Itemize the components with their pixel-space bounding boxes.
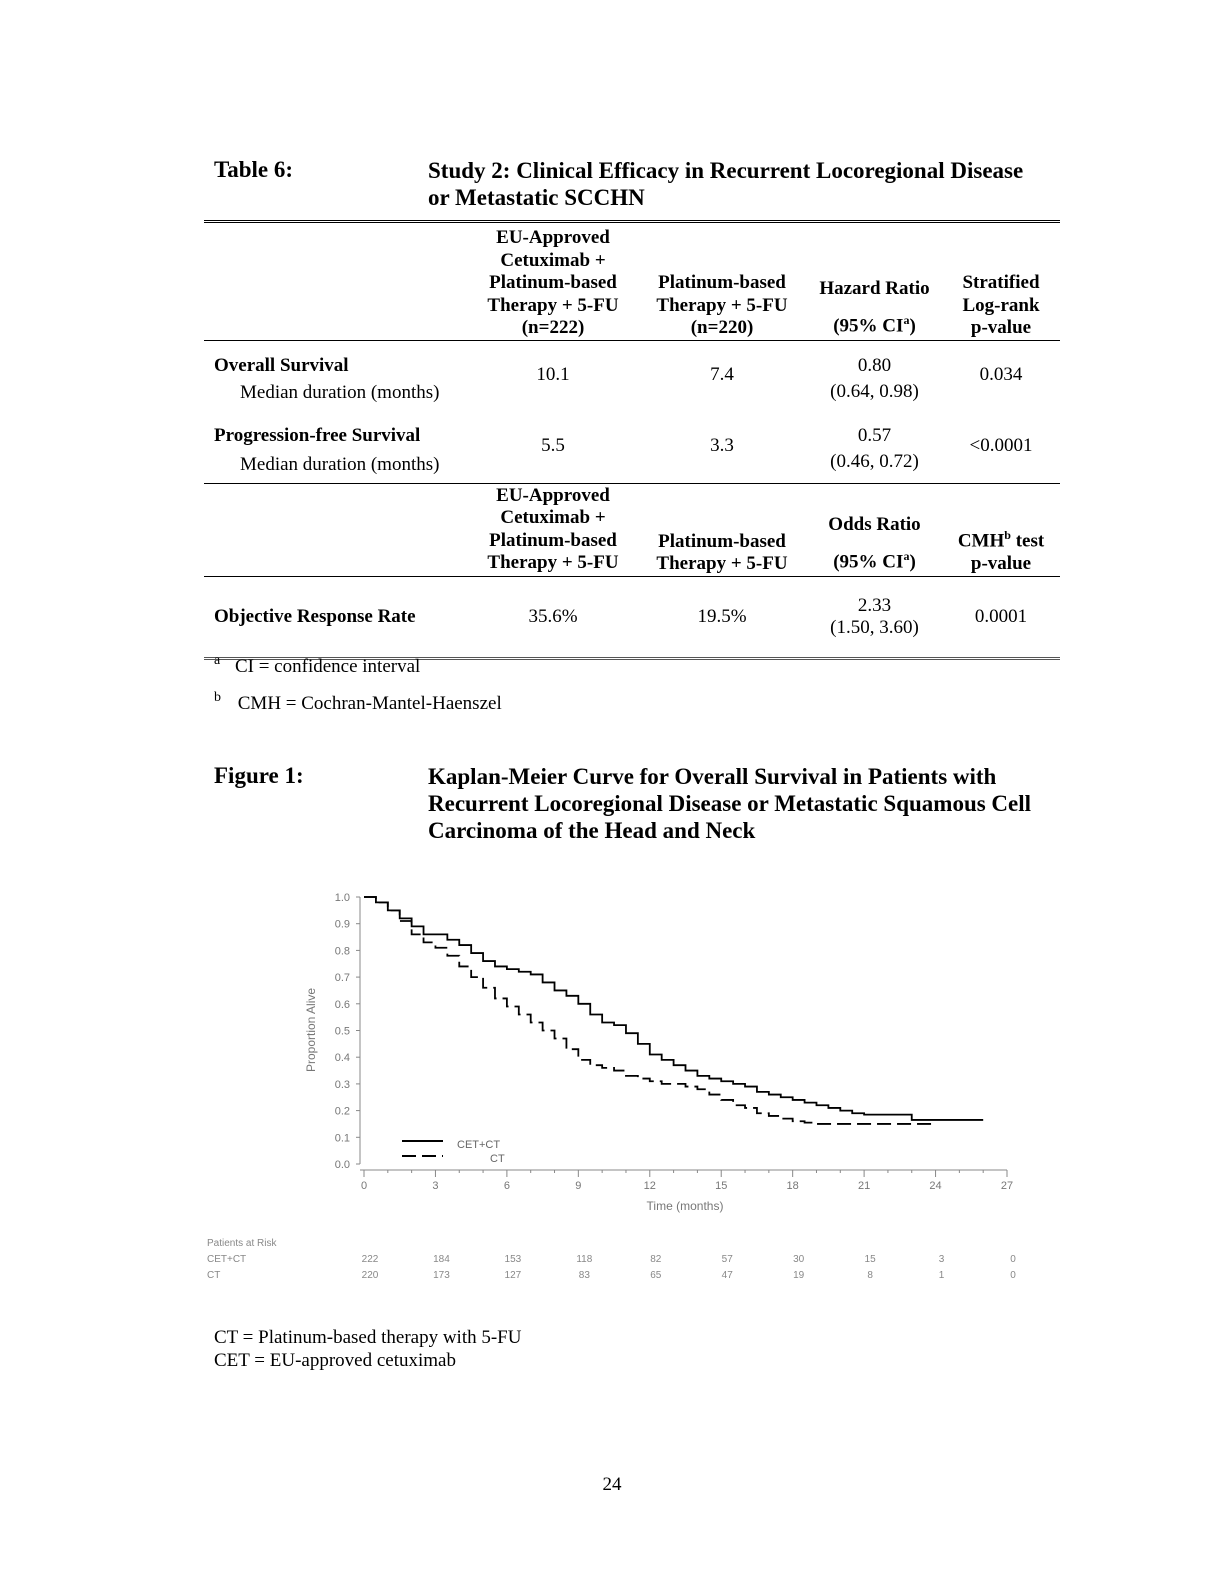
x-tick-label: 15 (715, 1180, 727, 1192)
figure-title: Kaplan-Meier Curve for Overall Survival … (428, 764, 1032, 843)
y-tick-label: 0.3 (335, 1079, 350, 1091)
table-row: Objective Response Rate 35.6% 19.5% 2.33… (204, 576, 1060, 658)
header-cmh: CMHb test p-value (957, 528, 1045, 574)
header-cetuximab: EU-Approved Cetuximab + Platinum-based T… (487, 227, 619, 338)
abbreviation-note: CT = Platinum-based therapy with 5-FU (214, 1327, 522, 1348)
figure-label: Figure 1: (214, 763, 304, 788)
y-tick-label: 1.0 (335, 892, 350, 904)
table-row: Median duration (months) (0.64, 0.98) (240, 380, 919, 403)
x-tick-label: 9 (575, 1180, 581, 1192)
at-risk-title: Patients at Risk (207, 1238, 277, 1249)
legend-label-ct: CT (490, 1153, 505, 1165)
at-risk-value: 83 (579, 1270, 591, 1281)
header-platinum: Platinum-based Therapy + 5-FU (656, 530, 788, 575)
at-risk-value: 127 (505, 1270, 522, 1281)
x-axis-title: Time (months) (647, 1199, 724, 1213)
table-title-line: Study 2: Clinical Efficacy in Recurrent … (428, 158, 1024, 183)
at-risk-value: 65 (650, 1270, 662, 1281)
at-risk-value: 118 (576, 1254, 592, 1265)
at-risk-row-label: CET+CT (207, 1254, 246, 1265)
y-tick-label: 0.4 (335, 1052, 350, 1064)
y-tick-label: 0.6 (335, 999, 350, 1011)
page-number: 24 (602, 1474, 622, 1495)
y-tick-label: 0.9 (335, 919, 350, 931)
table-label: Table 6: (214, 157, 294, 182)
table-header-row: EU-Approved Cetuximab + Platinum-based T… (204, 221, 1060, 340)
km-curve-cet-ct (364, 896, 984, 1121)
x-tick-label: 21 (858, 1180, 870, 1192)
header-platinum: Platinum-based Therapy + 5-FU (n=220) (656, 272, 788, 338)
at-risk-value: 15 (865, 1254, 877, 1265)
at-risk-value: 220 (362, 1270, 379, 1281)
footnote: a CI = confidence interval (214, 653, 421, 677)
x-tick-label: 3 (432, 1180, 438, 1192)
abbreviation-note: CET = EU-approved cetuximab (214, 1350, 456, 1371)
at-risk-value: 82 (650, 1254, 662, 1265)
y-tick-label: 0.8 (335, 945, 350, 957)
y-tick-label: 0.7 (335, 972, 350, 984)
x-tick-label: 12 (644, 1180, 656, 1192)
at-risk-value: 8 (867, 1270, 873, 1281)
legend-label-cet: CET+CT (457, 1139, 500, 1151)
at-risk-value: 0 (1010, 1254, 1016, 1265)
at-risk-value: 1 (939, 1270, 945, 1281)
at-risk-value: 184 (433, 1254, 450, 1265)
header-hazard-ratio: Hazard Ratio (95% CIa) (819, 278, 930, 336)
at-risk-value: 30 (793, 1254, 805, 1265)
y-axis-title: Proportion Alive (304, 988, 318, 1072)
x-tick-label: 24 (929, 1180, 941, 1192)
at-risk-value: 57 (722, 1254, 734, 1265)
at-risk-value: 3 (939, 1254, 945, 1265)
at-risk-value: 222 (362, 1254, 379, 1265)
x-tick-label: 27 (1001, 1180, 1013, 1192)
y-tick-label: 0.1 (335, 1132, 350, 1144)
footnote: b CMH = Cochran-Mantel-Haenszel (214, 690, 502, 714)
y-tick-label: 0.5 (335, 1026, 350, 1038)
y-tick-label: 0.2 (335, 1106, 350, 1118)
at-risk-value: 0 (1010, 1270, 1016, 1281)
at-risk-value: 19 (793, 1270, 805, 1281)
efficacy-table: EU-Approved Cetuximab + Platinum-based T… (204, 220, 1060, 660)
km-curve-ct (364, 896, 936, 1125)
at-risk-value: 153 (505, 1254, 522, 1265)
table-title: Study 2: Clinical Efficacy in Recurrent … (428, 157, 1068, 211)
table-header-row: EU-Approved Cetuximab + Platinum-based T… (204, 483, 1060, 576)
table-title-line: or Metastatic SCCHN (428, 185, 645, 210)
header-logrank: Stratified Log-rank p-value (962, 272, 1040, 338)
x-tick-label: 18 (787, 1180, 799, 1192)
x-tick-label: 6 (504, 1180, 510, 1192)
header-cetuximab: EU-Approved Cetuximab + Platinum-based T… (487, 484, 619, 574)
header-odds-ratio: Odds Ratio (95% CIa) (828, 514, 921, 572)
y-tick-label: 0.0 (335, 1159, 350, 1171)
x-tick-label: 0 (361, 1180, 367, 1192)
table-row: Progression-free Survival 5.5 3.3 0.57 <… (214, 424, 1033, 456)
at-risk-value: 173 (433, 1270, 450, 1281)
at-risk-value: 47 (722, 1270, 734, 1281)
at-risk-row-label: CT (207, 1270, 220, 1281)
table-row: Overall Survival 10.1 7.4 0.80 0.034 (214, 354, 1023, 385)
